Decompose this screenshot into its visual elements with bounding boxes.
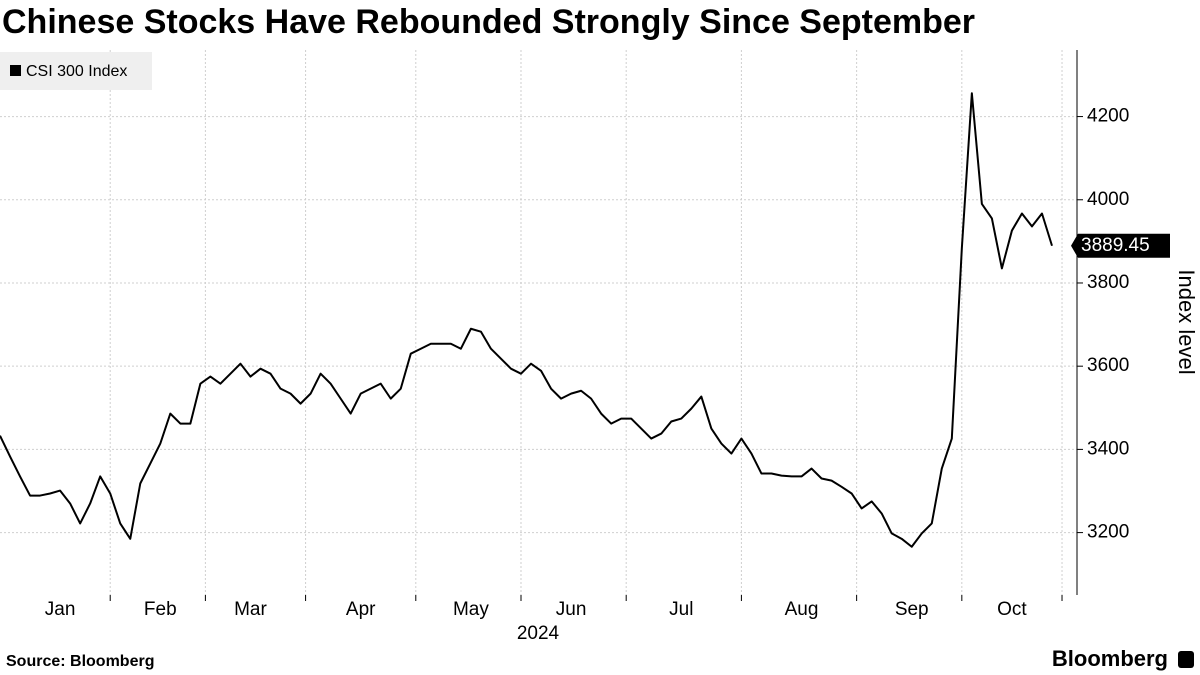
brand: Bloomberg [1052,646,1168,671]
last-value-label: 3889.45 [1081,235,1150,256]
y-tick-label: 3200 [1087,522,1129,543]
x-tick-label: Sep [895,599,929,620]
y-tick-label: 3400 [1087,438,1129,459]
x-axis-label: 2024 [517,623,560,644]
x-tick-label: Aug [785,599,819,620]
line-series [0,92,1053,548]
brand-icon [1178,651,1194,668]
source: Source: Bloomberg [6,653,154,670]
legend-label: CSI 300 Index [26,63,127,80]
x-tick-label: May [453,599,489,620]
y-tick-label: 3800 [1087,272,1129,293]
y-tick-label: 3600 [1087,355,1129,376]
x-tick-label: Feb [144,599,177,620]
chart-title: Chinese Stocks Have Rebounded Strongly S… [2,3,975,41]
x-tick-label: Jan [45,599,76,620]
y-axis-label: Index level [1174,269,1199,374]
x-tick-label: Jun [556,599,587,620]
x-tick-label: Apr [346,599,376,620]
y-tick-label: 4200 [1087,106,1129,127]
last-value-tag [1071,233,1170,258]
x-tick-label: Mar [234,599,267,620]
x-tick-label: Oct [997,599,1027,620]
y-tick-label: 4000 [1087,189,1129,210]
x-tick-label: Jul [669,599,693,620]
legend-swatch [10,65,21,76]
legend-box [0,52,152,90]
